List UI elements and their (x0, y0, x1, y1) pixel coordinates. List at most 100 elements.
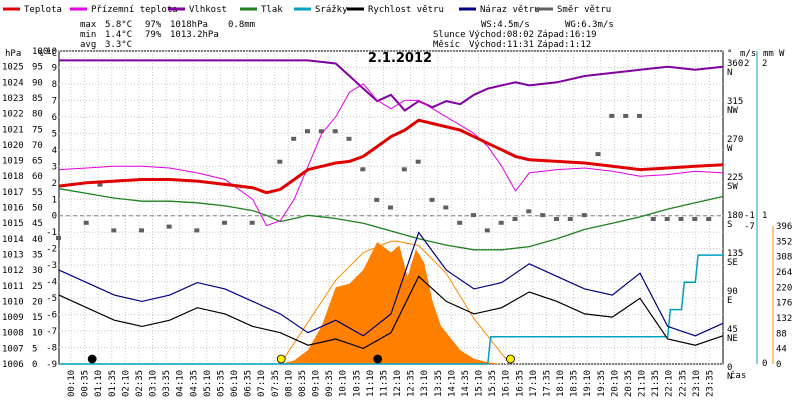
time-tick: 02:10 (121, 370, 131, 397)
deg-tick-dir: E (727, 296, 732, 306)
sunset-marker (506, 354, 515, 364)
pct-tick: 100 (32, 47, 48, 57)
pct-tick: 50 (32, 204, 43, 214)
legend: Teplota Přízemní teplota Vlhkost Tlak Srážky… (3, 5, 611, 15)
series-layer (56, 59, 724, 365)
pct-tick: 90 (32, 78, 43, 88)
pct-tick: 0 (32, 360, 37, 370)
w-tick: 264 (776, 268, 792, 278)
wind-direction-point (581, 213, 587, 218)
w-tick: 44 (776, 345, 787, 355)
time-tick: 03:35 (162, 370, 172, 397)
hpa-tick: 1020 (2, 141, 24, 151)
stats-max-temp: 5.8°C (105, 20, 132, 30)
wind-direction-point (526, 209, 532, 214)
degc-tick: 6 (52, 113, 57, 123)
wind-direction-point (56, 236, 61, 240)
time-tick: 21:35 (651, 370, 661, 397)
wind-direction-point (471, 213, 476, 218)
moonset-marker (87, 354, 97, 364)
info-moon-rise: Východ:11:31 (469, 40, 534, 50)
degc-tick: 4 (52, 146, 57, 156)
legend-label-gust: Náraz větru (480, 5, 540, 15)
wind-direction-point (166, 224, 172, 229)
wind-direction-point (512, 217, 518, 221)
degc-tick: -3 (46, 261, 57, 271)
pressure-line (58, 188, 724, 251)
degc-tick: -2 (46, 245, 57, 255)
wind-direction-point (194, 228, 200, 233)
degc-tick: -7 (46, 327, 57, 337)
wind-direction-point (374, 197, 380, 202)
pct-tick: 5 (32, 344, 37, 354)
hpa-tick: 1025 (2, 63, 24, 73)
axes-layer: hPa% °C1006100710081009101010111012101310… (2, 47, 792, 397)
mm-tick-top: 2 (762, 59, 767, 69)
hpa-tick: 1023 (2, 94, 24, 104)
time-tick: 12:10 (393, 370, 403, 397)
pct-tick: 15 (32, 313, 43, 323)
degc-tick: -8 (46, 344, 57, 354)
time-tick: 10:35 (352, 370, 362, 397)
info-block: WS:4.5m/s WG:6.3m/s Slunce Východ:08:02 … (433, 20, 614, 50)
wind-direction-point (484, 228, 490, 233)
wind-direction-point (595, 152, 601, 157)
time-tick: 02:35 (135, 370, 145, 397)
w-tick: 88 (776, 329, 787, 339)
wind-direction-point (623, 113, 629, 118)
stats-avg-label: avg (80, 40, 96, 50)
info-sun-set: Západ:16:19 (537, 30, 597, 40)
pct-tick: 10 (32, 329, 43, 339)
time-tick: 01:10 (94, 370, 104, 397)
wind-direction-point (97, 182, 103, 187)
w-tick: 176 (776, 299, 792, 309)
pct-tick: 45 (32, 219, 43, 229)
time-tick: 22:35 (678, 370, 688, 397)
deg-tick-dir: SW (727, 182, 738, 192)
time-tick: 22:10 (665, 370, 675, 397)
hpa-tick: 1018 (2, 172, 24, 182)
time-tick: 16:35 (515, 370, 525, 397)
pct-tick: 20 (32, 297, 43, 307)
w-tick: 132 (776, 314, 792, 324)
stats-avg-temp: 3.3°C (105, 40, 132, 50)
time-tick: 04:35 (189, 370, 199, 397)
w-tick: 0 (776, 360, 781, 370)
deg-tick-value: 360 (727, 59, 743, 69)
wind-direction-point (457, 220, 463, 225)
wind-direction-point (360, 167, 366, 172)
hpa-tick: 1013 (2, 250, 24, 260)
info-sun-label: Slunce (433, 30, 466, 40)
wind-direction-point (139, 228, 144, 233)
wind-direction-point (692, 217, 698, 221)
solar-theory-line (279, 240, 511, 365)
mm-axis-unit: mm (763, 49, 774, 59)
chart-title: 2.1.2012 (368, 51, 432, 66)
deg-tick-dir: NW (727, 106, 738, 116)
time-tick: 04:10 (176, 370, 186, 397)
wind-direction-point (346, 136, 352, 141)
temperature-line (58, 118, 724, 195)
deg-tick-value: 315 (727, 97, 743, 107)
deg-axis-unit: ° (727, 49, 732, 59)
time-tick: 20:35 (624, 370, 634, 397)
pct-tick: 40 (32, 235, 43, 245)
time-tick: 06:35 (244, 370, 254, 397)
wind-direction-point (388, 205, 393, 210)
wind-direction-point (637, 113, 642, 118)
time-tick: 03:10 (149, 370, 159, 397)
ms-tick-low: -7 (744, 222, 755, 232)
ms-tick-mid: -1 (744, 211, 755, 221)
time-tick: 09:35 (325, 370, 335, 397)
time-tick: 18:35 (570, 370, 580, 397)
pct-tick: 30 (32, 266, 43, 276)
degc-tick: 1 (52, 195, 57, 205)
stats-max-rain: 0.8mm (228, 20, 255, 30)
wind-direction-point (650, 217, 656, 221)
wind-direction-point (415, 159, 421, 164)
degc-tick: 0 (52, 212, 57, 222)
time-tick: 14:10 (447, 370, 457, 397)
deg-tick-dir: N (727, 68, 732, 78)
hpa-tick: 1010 (2, 297, 24, 307)
time-tick: 15:35 (488, 370, 498, 397)
